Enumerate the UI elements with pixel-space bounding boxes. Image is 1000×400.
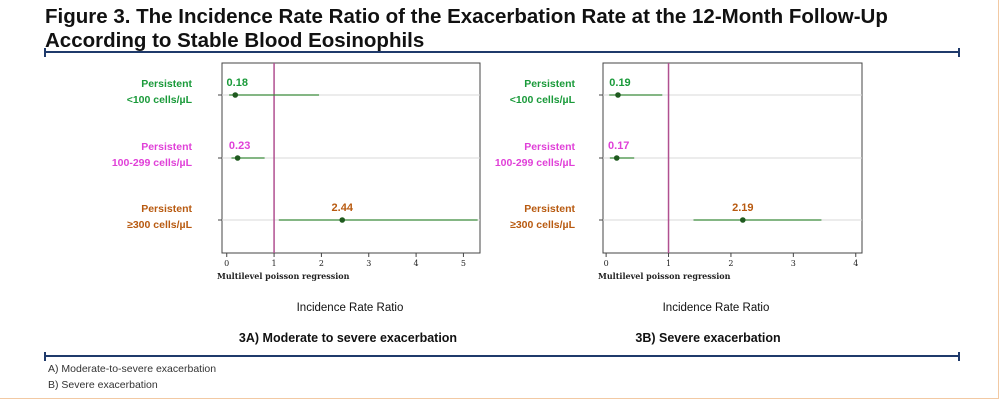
plot-a-method-label: Multilevel poisson regression	[217, 271, 350, 281]
plot-b-x-tick-label: 2	[728, 259, 733, 268]
plot-b-x-tick-label: 0	[604, 259, 609, 268]
figure-title-line1: Figure 3. The Incidence Rate Ratio of th…	[45, 5, 888, 28]
plot-a-x-tick-label: 5	[461, 259, 466, 268]
plot-a-estimate-point	[234, 155, 241, 161]
plot-b-estimate-point	[739, 217, 746, 223]
plot-a-estimate-label: 2.44	[332, 202, 354, 214]
figure-title: Figure 3. The Incidence Rate Ratio of th…	[45, 5, 945, 53]
plot-a-estimate-point	[339, 217, 346, 223]
plot-a-category-label: ≥300 cells/µL	[127, 219, 193, 231]
plot-a-category-label: 100-299 cells/µL	[112, 157, 193, 169]
plot-b-x-tick-label: 1	[666, 259, 671, 268]
plot-b-estimate-label: 2.19	[732, 202, 753, 214]
plot-a-category-label: Persistent	[141, 203, 192, 215]
plot-a-category-label: Persistent	[141, 141, 192, 153]
plot-b-x-axis-label: Incidence Rate Ratio	[663, 302, 770, 314]
top-rule	[44, 48, 960, 57]
plot-b-caption: 3B) Severe exacerbation	[635, 331, 780, 345]
plot-a-category-label: Persistent	[141, 78, 192, 90]
footnote-a: A) Moderate-to-severe exacerbation	[48, 363, 217, 375]
plot-b-estimate-point	[615, 92, 621, 98]
plot-b-method-label: Multilevel poisson regression	[598, 271, 731, 281]
plot-a-estimate-point	[232, 92, 239, 98]
plot-b-x-tick-label: 3	[791, 259, 796, 268]
plot-a-x-tick-label: 1	[272, 259, 277, 268]
plot-b-category-label: ≥300 cells/µL	[510, 219, 576, 231]
plot-b-category-label: 100-299 cells/µL	[495, 157, 576, 169]
plot-b-estimate-label: 0.19	[609, 77, 630, 89]
plot-a-x-tick-label: 3	[366, 259, 371, 268]
plot-a-category-label: <100 cells/µL	[127, 94, 193, 106]
plot-b-x-tick-label: 4	[853, 259, 858, 268]
plot-b-category-label: Persistent	[524, 141, 575, 153]
footnote-b: B) Severe exacerbation	[48, 379, 158, 391]
plot-b-category-label: <100 cells/µL	[510, 94, 576, 106]
plot-b-estimate-point	[613, 155, 620, 161]
bottom-rule	[44, 352, 960, 361]
plot-a-caption: 3A) Moderate to severe exacerbation	[239, 331, 457, 345]
plot-b-estimate-label: 0.17	[608, 140, 629, 152]
plot-a-x-tick-label: 4	[414, 259, 419, 268]
plot-a-estimate-label: 0.18	[227, 77, 248, 89]
plot-a-x-tick-label: 2	[319, 259, 324, 268]
plot-b-category-label: Persistent	[524, 203, 575, 215]
plot-b-category-label: Persistent	[524, 78, 575, 90]
plot-a-x-tick-label: 0	[224, 259, 229, 268]
figure-title-line2: According to Stable Blood Eosinophils	[45, 29, 425, 52]
plot-a-x-axis-label: Incidence Rate Ratio	[297, 302, 404, 314]
plot-a-estimate-label: 0.23	[229, 140, 250, 152]
